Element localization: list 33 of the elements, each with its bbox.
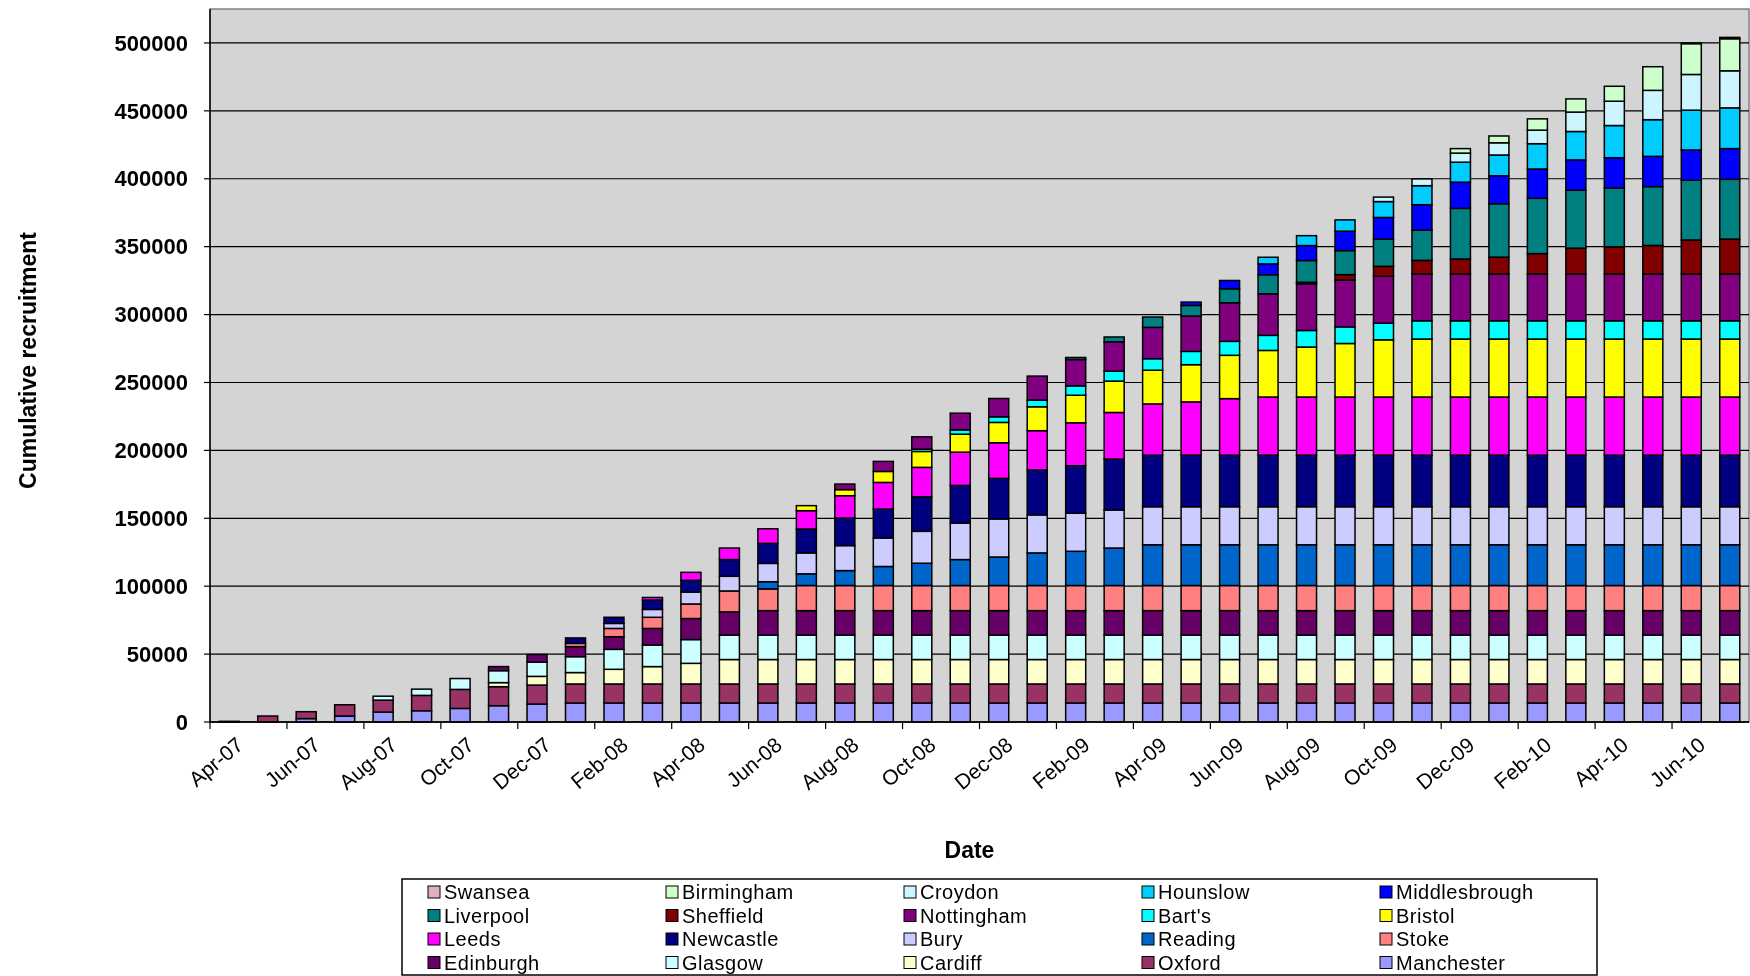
legend-label: Stoke (1396, 928, 1450, 950)
legend-label: Swansea (444, 881, 531, 903)
y-tick-label: 500000 (114, 30, 188, 56)
y-tick-label: 200000 (114, 438, 188, 464)
legend-label: Birmingham (682, 881, 794, 903)
legend-label: Edinburgh (444, 951, 540, 974)
legend-label: Cardiff (920, 951, 983, 974)
legend-label: Liverpool (444, 904, 530, 927)
legend-label: Glasgow (682, 951, 764, 974)
y-tick-label: 150000 (114, 505, 188, 531)
legend-label: Hounslow (1158, 881, 1250, 903)
legend-label: Sheffield (682, 904, 764, 927)
y-tick-label: 50000 (126, 641, 188, 667)
legend-label: Reading (1158, 928, 1237, 950)
y-tick-label: 450000 (114, 98, 188, 124)
legend-label: Croydon (920, 881, 1000, 903)
legend-label: Manchester (1396, 951, 1506, 974)
legend-label: Newcastle (682, 928, 779, 950)
y-tick-label: 250000 (114, 370, 188, 396)
legend-label: Bart's (1158, 904, 1212, 927)
legend-label: Middlesbrough (1396, 881, 1534, 903)
legend-label: Nottingham (920, 904, 1028, 927)
legend-label: Bury (920, 928, 964, 950)
legend-label: Bristol (1396, 904, 1456, 927)
legend-label: Leeds (444, 928, 501, 950)
y-tick-label: 0 (175, 709, 188, 735)
y-tick-label: 400000 (114, 166, 188, 192)
y-axis-title: Cumulative recruitment (15, 231, 41, 489)
y-tick-label: 300000 (114, 302, 188, 328)
y-tick-label: 350000 (114, 234, 188, 260)
legend-label: Oxford (1158, 951, 1222, 974)
y-tick-label: 100000 (114, 573, 188, 599)
x-axis-title: Date (944, 837, 995, 863)
